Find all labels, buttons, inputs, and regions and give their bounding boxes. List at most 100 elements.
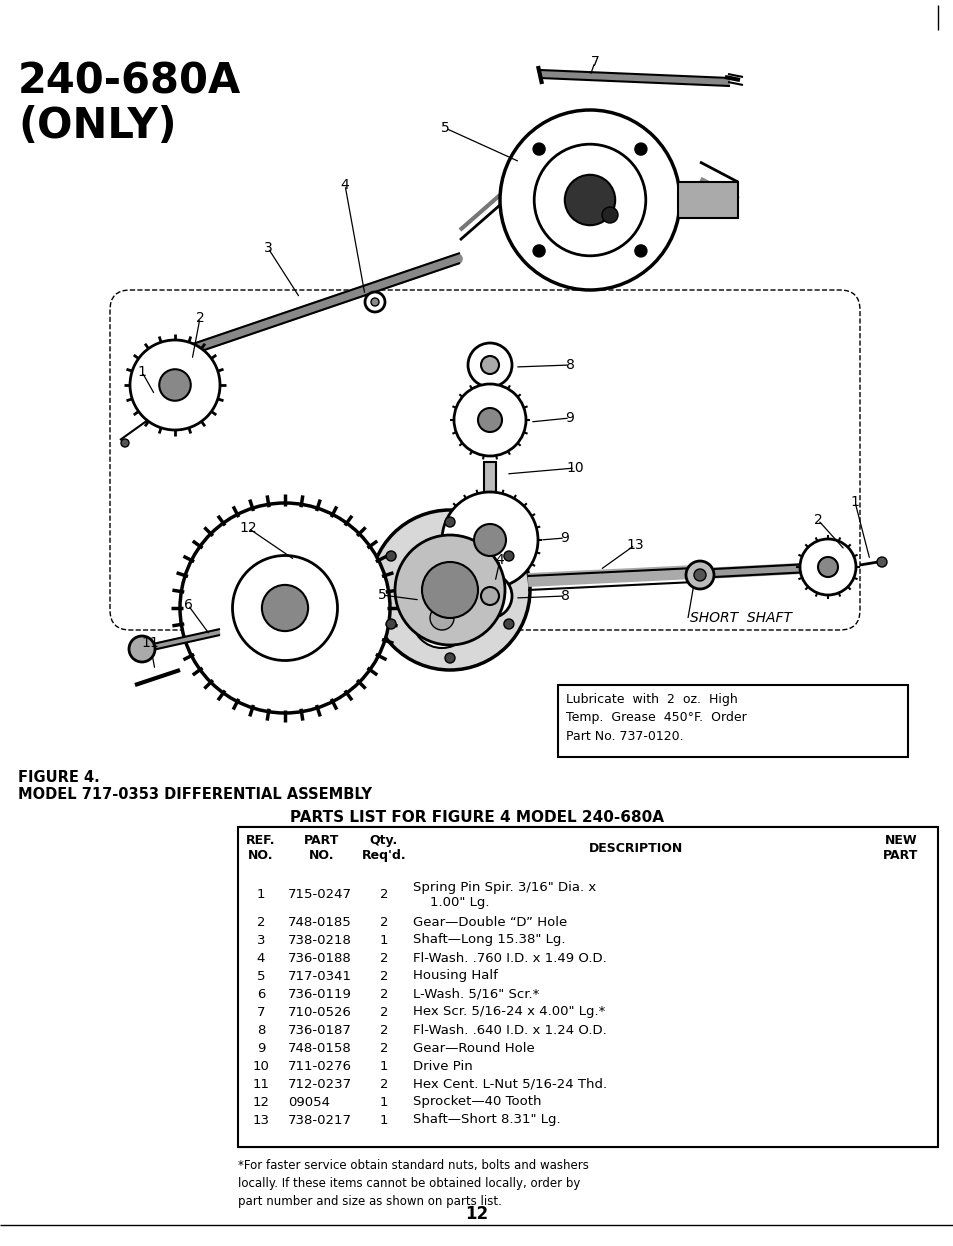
Text: 1: 1	[379, 1114, 388, 1126]
Text: REF.
NO.: REF. NO.	[246, 834, 275, 862]
Text: SHORT  SHAFT: SHORT SHAFT	[689, 611, 791, 625]
Text: 8: 8	[565, 358, 574, 373]
Circle shape	[503, 619, 514, 629]
Text: 2: 2	[379, 1006, 388, 1018]
Text: 12: 12	[239, 521, 256, 535]
Circle shape	[262, 584, 308, 632]
Text: 712-0237: 712-0237	[288, 1078, 352, 1090]
Text: 1: 1	[850, 495, 859, 510]
Text: 715-0247: 715-0247	[288, 888, 352, 902]
Text: 1: 1	[379, 933, 388, 947]
Circle shape	[421, 562, 477, 618]
Circle shape	[233, 556, 337, 660]
Text: 3: 3	[256, 933, 265, 947]
Text: 736-0119: 736-0119	[288, 988, 352, 1001]
Circle shape	[876, 557, 886, 567]
Text: 736-0187: 736-0187	[288, 1023, 352, 1037]
Circle shape	[800, 540, 855, 596]
Text: 5: 5	[256, 969, 265, 983]
Text: 3: 3	[263, 240, 273, 255]
Bar	[237, 827, 937, 1148]
Text: FIGURE 4.: FIGURE 4.	[18, 770, 100, 785]
Text: 738-0218: 738-0218	[288, 933, 352, 947]
Circle shape	[129, 635, 154, 662]
Text: 9: 9	[565, 411, 574, 425]
Text: 1: 1	[137, 365, 146, 379]
Text: Drive Pin: Drive Pin	[413, 1059, 473, 1073]
Text: 710-0526: 710-0526	[288, 1006, 352, 1018]
Circle shape	[468, 574, 512, 618]
Text: 736-0188: 736-0188	[288, 952, 352, 964]
Circle shape	[635, 245, 646, 257]
Text: 09054: 09054	[288, 1095, 330, 1109]
Circle shape	[817, 557, 837, 577]
Text: 8: 8	[560, 589, 569, 603]
Text: 2: 2	[379, 1078, 388, 1090]
Text: MODEL 717-0353 DIFFERENTIAL ASSEMBLY: MODEL 717-0353 DIFFERENTIAL ASSEMBLY	[18, 787, 372, 802]
Text: 717-0341: 717-0341	[288, 969, 352, 983]
Circle shape	[370, 510, 530, 670]
Circle shape	[386, 551, 395, 561]
Text: 711-0276: 711-0276	[288, 1059, 352, 1073]
Circle shape	[480, 587, 498, 606]
Text: 2: 2	[379, 916, 388, 928]
Text: 5: 5	[440, 121, 449, 135]
Text: Lubricate  with  2  oz.  High
Temp.  Grease  450°F.  Order
Part No. 737-0120.: Lubricate with 2 oz. High Temp. Grease 4…	[565, 693, 746, 743]
Text: 5: 5	[377, 588, 386, 602]
Circle shape	[503, 551, 514, 561]
Circle shape	[444, 653, 455, 663]
Circle shape	[601, 207, 618, 223]
Circle shape	[480, 356, 498, 374]
Text: Hex Scr. 5/16-24 x 4.00" Lg.*: Hex Scr. 5/16-24 x 4.00" Lg.*	[413, 1006, 605, 1018]
Text: DESCRIPTION: DESCRIPTION	[589, 841, 683, 855]
Text: 4: 4	[256, 952, 265, 964]
Text: 10: 10	[565, 461, 583, 475]
Bar	[483, 462, 496, 500]
Text: 12: 12	[253, 1095, 269, 1109]
Circle shape	[159, 369, 191, 401]
Text: 9: 9	[560, 531, 569, 545]
Text: 1: 1	[379, 1059, 388, 1073]
Circle shape	[477, 407, 501, 432]
Text: 738-0217: 738-0217	[288, 1114, 352, 1126]
Text: Sprocket—40 Tooth: Sprocket—40 Tooth	[413, 1095, 541, 1109]
Text: Spring Pin Spir. 3/16" Dia. x
    1.00" Lg.: Spring Pin Spir. 3/16" Dia. x 1.00" Lg.	[413, 881, 596, 910]
Text: 2: 2	[379, 1023, 388, 1037]
Text: Qty.
Req'd.: Qty. Req'd.	[361, 834, 406, 862]
Text: 2: 2	[195, 312, 204, 325]
Circle shape	[430, 606, 454, 630]
Text: 2: 2	[256, 916, 265, 928]
Circle shape	[130, 340, 220, 430]
Text: 7: 7	[256, 1006, 265, 1018]
Circle shape	[685, 561, 713, 589]
Text: 11: 11	[141, 635, 159, 650]
FancyBboxPatch shape	[110, 290, 859, 630]
Text: 6: 6	[183, 598, 193, 612]
Circle shape	[180, 503, 390, 713]
Text: Hex Cent. L-Nut 5/16-24 Thd.: Hex Cent. L-Nut 5/16-24 Thd.	[413, 1078, 606, 1090]
Text: 13: 13	[253, 1114, 269, 1126]
Text: Housing Half: Housing Half	[413, 969, 497, 983]
Text: 2: 2	[379, 1042, 388, 1054]
Circle shape	[693, 569, 705, 581]
Text: 748-0185: 748-0185	[288, 916, 352, 928]
Text: 8: 8	[256, 1023, 265, 1037]
Circle shape	[474, 525, 505, 556]
Text: Shaft—Long 15.38" Lg.: Shaft—Long 15.38" Lg.	[413, 933, 565, 947]
FancyArrowPatch shape	[177, 259, 456, 354]
Text: 7: 7	[590, 55, 598, 69]
Text: 2: 2	[379, 969, 388, 983]
Text: 2: 2	[379, 988, 388, 1001]
Circle shape	[392, 568, 492, 668]
Text: 13: 13	[625, 538, 643, 552]
Circle shape	[468, 343, 512, 388]
Text: Gear—Double “D” Hole: Gear—Double “D” Hole	[413, 916, 567, 928]
Text: 6: 6	[256, 988, 265, 1001]
Text: 4: 4	[340, 178, 349, 192]
Circle shape	[386, 619, 395, 629]
Text: PARTS LIST FOR FIGURE 4 MODEL 240-680A: PARTS LIST FOR FIGURE 4 MODEL 240-680A	[290, 810, 663, 825]
Text: 240-680A: 240-680A	[18, 60, 241, 102]
Text: 4: 4	[496, 553, 504, 567]
Text: PART
NO.: PART NO.	[303, 834, 339, 862]
Text: Shaft—Short 8.31" Lg.: Shaft—Short 8.31" Lg.	[413, 1114, 560, 1126]
